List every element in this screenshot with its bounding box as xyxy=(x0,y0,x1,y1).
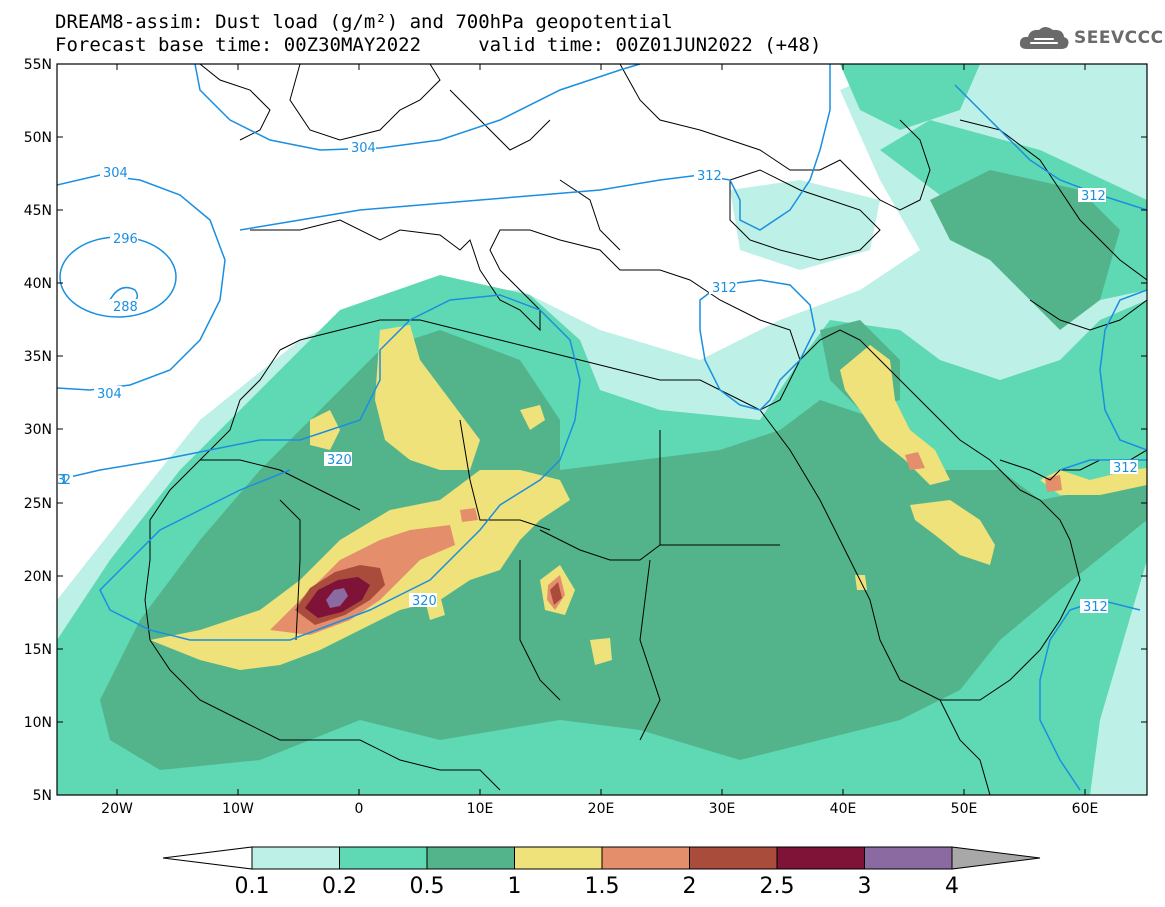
colorbar-tick-label: 3 xyxy=(858,874,872,899)
colorbar-tick-label: 4 xyxy=(945,874,959,899)
dust-field xyxy=(57,64,1147,795)
colorbar-tick-label: 1 xyxy=(508,874,522,899)
lon-label: 50E xyxy=(951,801,978,817)
contour-label: 304 xyxy=(97,387,122,402)
colorbar-swatch xyxy=(339,846,428,870)
colorbar-end-left xyxy=(162,846,253,870)
lat-label: 35N xyxy=(24,349,52,365)
cloud-icon xyxy=(1019,27,1069,49)
contour-label: 288 xyxy=(113,300,138,315)
lon-label: 20W xyxy=(101,801,133,817)
map-subtitle: Forecast base time: 00Z30MAY2022 valid t… xyxy=(55,34,822,56)
colorbar-tick-label: 0.5 xyxy=(410,874,445,899)
lat-label: 45N xyxy=(24,203,52,219)
colorbar-tick-label: 0.1 xyxy=(235,874,270,899)
lat-label: 50N xyxy=(24,130,52,146)
lat-labels: 55N 50N 45N 40N 35N 30N 25N 20N 15N 10N … xyxy=(24,57,52,804)
colorbar-tick-label: 1.5 xyxy=(585,874,620,899)
colorbar-swatch xyxy=(864,846,953,870)
contour-label: 312 xyxy=(1081,189,1106,204)
colorbar-tick-label: 0.2 xyxy=(322,874,357,899)
seevccc-logo: SEEVCCC xyxy=(1017,24,1164,52)
logo-text: SEEVCCC xyxy=(1074,28,1164,48)
lon-label: 0 xyxy=(355,801,364,817)
coastlines xyxy=(144,64,1147,795)
colorbar: 0.1 0.2 0.5 1 1.5 2 2.5 3 4 xyxy=(162,846,1041,899)
lat-label: 25N xyxy=(24,496,52,512)
lon-label: 20E xyxy=(588,801,615,817)
lon-label: 40E xyxy=(830,801,857,817)
lon-label: 30E xyxy=(709,801,736,817)
contour-label: 312 xyxy=(1083,600,1108,615)
lat-label: 15N xyxy=(24,642,52,658)
colorbar-swatch xyxy=(776,846,865,870)
lat-label: 55N xyxy=(24,57,52,73)
lon-label: 10E xyxy=(467,801,494,817)
colorbar-tick-label: 2.5 xyxy=(760,874,795,899)
lat-label: 20N xyxy=(24,569,52,585)
lat-label: 40N xyxy=(24,276,52,292)
contour-labels: 304 304 296 288 304 312 320 320 312 312 … xyxy=(57,140,1138,615)
lon-label: 10W xyxy=(222,801,254,817)
contour-label: 312 xyxy=(712,281,737,296)
map-title: DREAM8-assim: Dust load (g/m²) and 700hP… xyxy=(55,11,673,33)
colorbar-end-right xyxy=(951,846,1041,870)
contour-label: 296 xyxy=(113,232,138,247)
lat-label: 10N xyxy=(24,715,52,731)
colorbar-tick-label: 2 xyxy=(683,874,697,899)
contour-label: 304 xyxy=(103,166,128,181)
contour-label: 312 xyxy=(697,169,722,184)
contour-label: 304 xyxy=(351,141,376,156)
lon-labels: 20W 10W 0 10E 20E 30E 40E 50E 60E xyxy=(101,801,1098,817)
contour-label: 312 xyxy=(57,473,71,488)
colorbar-swatch xyxy=(251,846,340,870)
contour-label: 320 xyxy=(412,594,437,609)
lon-axis xyxy=(116,64,1086,795)
lat-label: 30N xyxy=(24,422,52,438)
lat-axis xyxy=(57,63,1147,796)
colorbar-swatch xyxy=(601,846,690,870)
contour-label: 312 xyxy=(1113,461,1138,476)
colorbar-swatch xyxy=(426,846,515,870)
contour-label: 320 xyxy=(327,453,352,468)
lon-label: 60E xyxy=(1072,801,1099,817)
colorbar-swatch xyxy=(689,846,778,870)
lat-label: 5N xyxy=(33,788,52,804)
colorbar-swatch xyxy=(514,846,603,870)
